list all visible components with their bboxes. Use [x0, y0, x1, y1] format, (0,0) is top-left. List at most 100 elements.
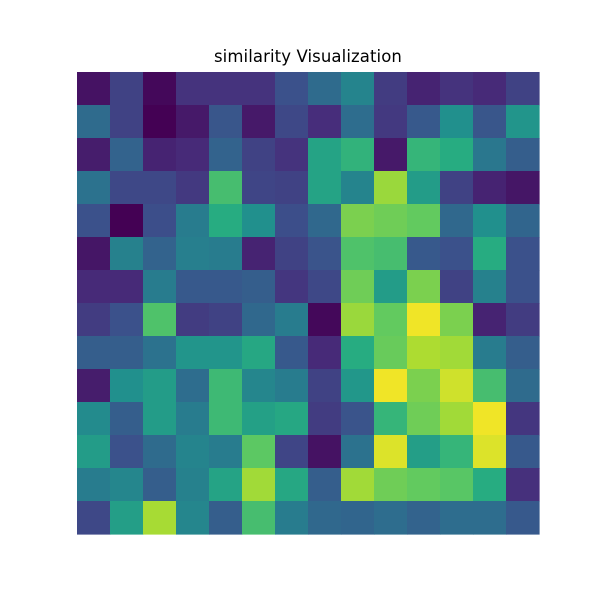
heatmap-cell-r1-c5: [242, 105, 276, 139]
heatmap-cell-r12-c10: [407, 468, 441, 502]
heatmap-cell-r3-c5: [242, 171, 276, 205]
heatmap-cell-r10-c2: [143, 402, 177, 436]
heatmap-cell-r9-c10: [407, 369, 441, 403]
heatmap-cell-r5-c8: [341, 237, 375, 271]
heatmap-cell-r8-c2: [143, 336, 177, 370]
heatmap-cell-r8-c13: [506, 336, 540, 370]
heatmap-cell-r11-c5: [242, 435, 276, 469]
heatmap-cell-r9-c9: [374, 369, 408, 403]
heatmap-cell-r9-c13: [506, 369, 540, 403]
heatmap-cell-r6-c12: [473, 270, 507, 304]
heatmap-cell-r5-c6: [275, 237, 309, 271]
heatmap-cell-r2-c1: [110, 138, 144, 172]
heatmap-cell-r10-c6: [275, 402, 309, 436]
heatmap-cell-r9-c12: [473, 369, 507, 403]
heatmap-cell-r10-c3: [176, 402, 210, 436]
heatmap-cell-r5-c13: [506, 237, 540, 271]
heatmap-cell-r5-c5: [242, 237, 276, 271]
heatmap-cell-r10-c1: [110, 402, 144, 436]
heatmap-cell-r6-c10: [407, 270, 441, 304]
heatmap-cell-r0-c3: [176, 72, 210, 106]
heatmap-cell-r1-c1: [110, 105, 144, 139]
heatmap-cell-r3-c3: [176, 171, 210, 205]
heatmap-cell-r7-c10: [407, 303, 441, 337]
heatmap-cell-r12-c6: [275, 468, 309, 502]
heatmap-cell-r11-c2: [143, 435, 177, 469]
heatmap-cell-r4-c2: [143, 204, 177, 238]
heatmap-cell-r10-c0: [77, 402, 111, 436]
heatmap-cell-r7-c1: [110, 303, 144, 337]
heatmap-cell-r8-c0: [77, 336, 111, 370]
heatmap-cell-r12-c3: [176, 468, 210, 502]
heatmap-cell-r1-c2: [143, 105, 177, 139]
heatmap-cell-r13-c3: [176, 501, 210, 535]
heatmap-cell-r10-c9: [374, 402, 408, 436]
heatmap-cell-r2-c3: [176, 138, 210, 172]
heatmap-cell-r7-c9: [374, 303, 408, 337]
heatmap-cell-r0-c7: [308, 72, 342, 106]
heatmap-cell-r7-c4: [209, 303, 243, 337]
heatmap-cell-r8-c7: [308, 336, 342, 370]
heatmap-cell-r6-c4: [209, 270, 243, 304]
heatmap-cell-r7-c11: [440, 303, 474, 337]
heatmap-cell-r12-c9: [374, 468, 408, 502]
heatmap-cell-r10-c7: [308, 402, 342, 436]
heatmap-cell-r8-c12: [473, 336, 507, 370]
heatmap-cell-r2-c4: [209, 138, 243, 172]
heatmap-cell-r12-c7: [308, 468, 342, 502]
heatmap-cell-r5-c11: [440, 237, 474, 271]
heatmap-cell-r9-c2: [143, 369, 177, 403]
heatmap-cell-r1-c12: [473, 105, 507, 139]
heatmap-cell-r1-c7: [308, 105, 342, 139]
heatmap-cell-r0-c12: [473, 72, 507, 106]
heatmap-cell-r2-c11: [440, 138, 474, 172]
heatmap-cell-r5-c4: [209, 237, 243, 271]
heatmap-cell-r12-c5: [242, 468, 276, 502]
heatmap-cell-r5-c7: [308, 237, 342, 271]
heatmap-cell-r3-c11: [440, 171, 474, 205]
heatmap-cell-r6-c9: [374, 270, 408, 304]
heatmap-cell-r3-c4: [209, 171, 243, 205]
heatmap-cell-r6-c6: [275, 270, 309, 304]
heatmap-cell-r8-c11: [440, 336, 474, 370]
heatmap-cell-r4-c1: [110, 204, 144, 238]
heatmap-cell-r6-c13: [506, 270, 540, 304]
heatmap-cell-r6-c7: [308, 270, 342, 304]
heatmap-cell-r1-c3: [176, 105, 210, 139]
heatmap-cell-r3-c10: [407, 171, 441, 205]
heatmap-cell-r5-c2: [143, 237, 177, 271]
heatmap-cell-r11-c11: [440, 435, 474, 469]
heatmap-cell-r13-c9: [374, 501, 408, 535]
heatmap-cell-r7-c12: [473, 303, 507, 337]
heatmap-cell-r13-c12: [473, 501, 507, 535]
heatmap-cell-r1-c13: [506, 105, 540, 139]
heatmap-cell-r12-c4: [209, 468, 243, 502]
heatmap-cell-r1-c0: [77, 105, 111, 139]
heatmap-cell-r1-c4: [209, 105, 243, 139]
heatmap-cell-r12-c13: [506, 468, 540, 502]
heatmap-cell-r7-c5: [242, 303, 276, 337]
heatmap-cell-r6-c11: [440, 270, 474, 304]
heatmap-cell-r0-c1: [110, 72, 144, 106]
heatmap-cell-r13-c5: [242, 501, 276, 535]
heatmap-cell-r2-c13: [506, 138, 540, 172]
heatmap-cell-r13-c13: [506, 501, 540, 535]
heatmap-cell-r7-c7: [308, 303, 342, 337]
heatmap-cell-r5-c1: [110, 237, 144, 271]
heatmap-cell-r0-c2: [143, 72, 177, 106]
heatmap-cell-r12-c11: [440, 468, 474, 502]
heatmap-cell-r13-c1: [110, 501, 144, 535]
heatmap-cell-r1-c10: [407, 105, 441, 139]
heatmap-cell-r0-c10: [407, 72, 441, 106]
heatmap-cell-r13-c7: [308, 501, 342, 535]
heatmap-cell-r9-c3: [176, 369, 210, 403]
heatmap-cell-r9-c1: [110, 369, 144, 403]
heatmap-cell-r4-c5: [242, 204, 276, 238]
heatmap-cell-r11-c4: [209, 435, 243, 469]
heatmap-cell-r9-c11: [440, 369, 474, 403]
heatmap-cell-r0-c0: [77, 72, 111, 106]
heatmap-cell-r0-c9: [374, 72, 408, 106]
heatmap-cell-r10-c12: [473, 402, 507, 436]
